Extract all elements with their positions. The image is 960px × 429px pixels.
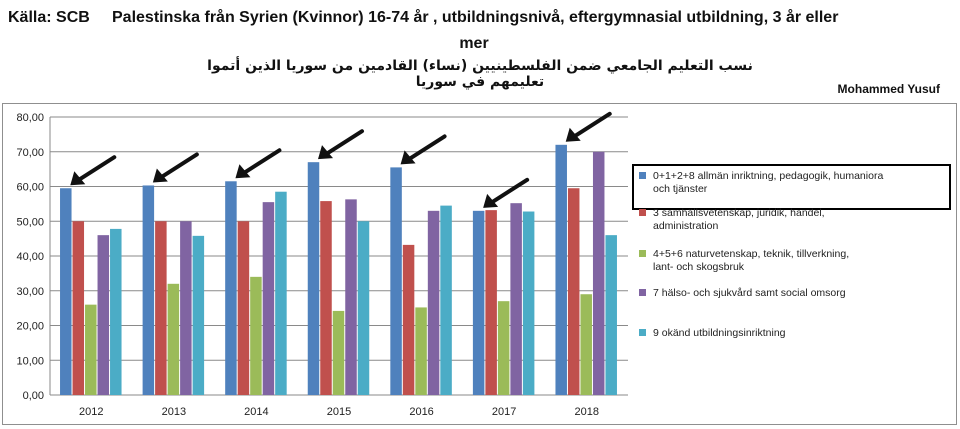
chart-frame xyxy=(2,103,957,425)
arrow-shaft xyxy=(241,148,282,176)
legend-label-line: och tjänster xyxy=(653,183,708,195)
legend-swatch xyxy=(639,250,646,257)
bar-2-2017 xyxy=(485,210,497,395)
chart-title-arabic: نسب التعليم الجامعي ضمن الفلسطينيين (نسا… xyxy=(207,58,753,90)
bar-5-2014 xyxy=(275,191,287,395)
arrow-head xyxy=(565,127,581,142)
bar-3-2013 xyxy=(167,283,180,395)
legend-label: 7 hälso- och sjukvård samt social omsorg xyxy=(653,287,846,299)
bar-4-2016 xyxy=(427,210,440,395)
legend-label-line: 0+1+2+8 allmän inriktning, pedagogik, hu… xyxy=(653,170,883,182)
bar-1-2017 xyxy=(472,210,485,395)
arrow-shaft xyxy=(571,111,612,139)
legend-swatch xyxy=(639,289,646,296)
legend-label: 4+5+6 naturvetenskap, teknik, tillverkni… xyxy=(653,248,849,273)
x-tick-label: 2016 xyxy=(409,406,433,418)
bar-1-2015 xyxy=(307,162,320,395)
bar-3-2012 xyxy=(85,304,97,395)
legend-label: 3 samhällsvetenskap, juridik, handel, adm… xyxy=(653,207,825,232)
y-tick-label: 0,00 xyxy=(23,390,44,402)
bar-3-2015 xyxy=(332,310,345,395)
source-label: Källa: SCB xyxy=(8,9,90,26)
arrow-shaft xyxy=(324,129,364,157)
bar-4-2012 xyxy=(97,235,110,395)
author-label: Mohammed Yusuf xyxy=(837,82,940,96)
chart-title-line1: Palestinska från Syrien (Kvinnor) 16-74 … xyxy=(112,9,839,26)
arrow-shaft xyxy=(489,177,530,205)
x-tick-label: 2013 xyxy=(162,406,186,418)
x-tick-label: 2018 xyxy=(574,406,598,418)
bar-5-2017 xyxy=(522,211,535,395)
legend-swatch xyxy=(639,172,646,179)
arrow-head xyxy=(70,171,86,186)
legend-label-line: 7 hälso- och sjukvård samt social omsorg xyxy=(653,287,846,299)
arrow-head xyxy=(152,168,168,183)
bar-2-2018 xyxy=(567,188,580,395)
y-tick-label: 80,00 xyxy=(16,112,44,124)
legend-label-line: 3 samhällsvetenskap, juridik, handel, xyxy=(653,207,825,219)
bar-3-2017 xyxy=(497,301,510,395)
arrow-head xyxy=(235,164,251,179)
bar-3-2014 xyxy=(250,276,262,395)
bar-3-2016 xyxy=(415,307,427,395)
arrow-shaft xyxy=(406,134,447,162)
chart-title-line2: mer xyxy=(459,35,489,52)
bar-1-2014 xyxy=(225,181,237,395)
x-tick-label: 2015 xyxy=(327,406,351,418)
bar-5-2015 xyxy=(357,221,370,395)
y-tick-label: 20,00 xyxy=(16,321,44,333)
legend-label-line: 4+5+6 naturvetenskap, teknik, tillverkni… xyxy=(653,248,849,260)
bar-1-2016 xyxy=(390,167,402,395)
y-tick-label: 60,00 xyxy=(16,182,44,194)
legend-label: 0+1+2+8 allmän inriktning, pedagogik, hu… xyxy=(653,170,883,195)
arrow-shaft xyxy=(158,152,199,180)
bar-2-2016 xyxy=(402,244,415,395)
bar-2-2015 xyxy=(320,201,332,395)
x-tick-label: 2014 xyxy=(244,406,268,418)
bar-5-2012 xyxy=(110,228,122,395)
y-tick-label: 30,00 xyxy=(16,286,44,298)
bar-1-2018 xyxy=(555,144,567,395)
bar-5-2018 xyxy=(605,235,617,395)
bar-5-2016 xyxy=(440,205,452,395)
legend-swatch xyxy=(639,209,646,216)
bar-2-2012 xyxy=(72,221,85,395)
legend-label-line: administration xyxy=(653,220,719,232)
bar-1-2012 xyxy=(60,188,72,395)
bar-4-2017 xyxy=(510,203,522,395)
bar-5-2013 xyxy=(192,235,205,395)
bar-4-2014 xyxy=(262,202,275,395)
bar-4-2013 xyxy=(180,221,192,395)
bar-2-2013 xyxy=(155,221,167,395)
legend-highlight-box xyxy=(632,164,951,210)
bar-1-2013 xyxy=(142,185,155,395)
y-tick-label: 70,00 xyxy=(16,147,44,159)
legend-swatch xyxy=(639,329,646,336)
bar-4-2018 xyxy=(592,151,605,395)
legend-label-line: lant- och skogsbruk xyxy=(653,261,745,273)
arrow-head xyxy=(318,145,333,160)
legend-label: 9 okänd utbildningsinriktning xyxy=(653,327,786,339)
bar-2-2014 xyxy=(237,221,250,395)
x-tick-label: 2012 xyxy=(79,406,103,418)
x-tick-label: 2017 xyxy=(492,406,516,418)
bar-3-2018 xyxy=(580,294,592,395)
y-tick-label: 10,00 xyxy=(16,355,44,367)
y-tick-label: 50,00 xyxy=(16,216,44,228)
arrow-shaft xyxy=(76,155,117,183)
y-tick-label: 40,00 xyxy=(16,251,44,263)
arrow-head xyxy=(483,193,499,208)
bar-4-2015 xyxy=(345,199,357,395)
arrow-head xyxy=(400,150,416,165)
legend-label-line: 9 okänd utbildningsinriktning xyxy=(653,327,786,339)
